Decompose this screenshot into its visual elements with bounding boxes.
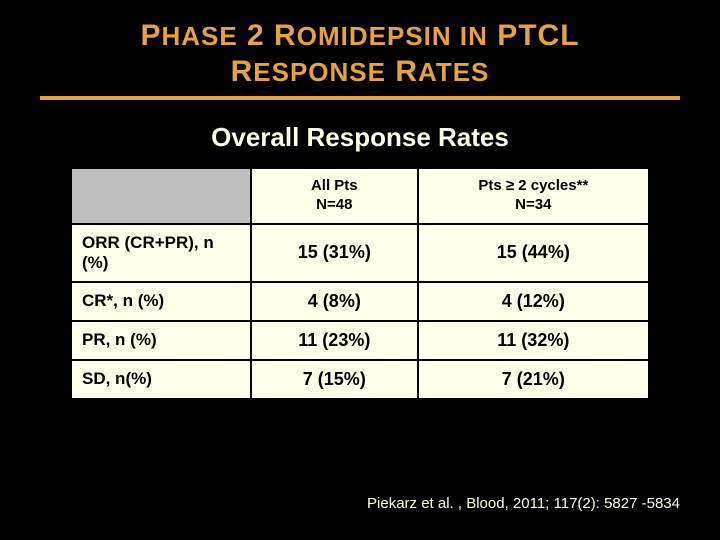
row-label: SD, n(%) — [71, 360, 251, 399]
col1-line1: All Pts — [311, 177, 358, 194]
row-label: CR*, n (%) — [71, 282, 251, 321]
header-corner — [71, 168, 251, 224]
col-header-2: Pts ≥ 2 cycles** N=34 — [418, 168, 649, 224]
cell: 11 (32%) — [418, 321, 649, 360]
slide: PHASE 2 ROMIDEPSIN IN PTCL RESPONSE RATE… — [0, 0, 720, 540]
title-block: PHASE 2 ROMIDEPSIN IN PTCL RESPONSE RATE… — [40, 18, 680, 100]
cell: 15 (31%) — [251, 224, 418, 282]
row-label: ORR (CR+PR), n (%) — [71, 224, 251, 282]
cell: 7 (15%) — [251, 360, 418, 399]
table-row: SD, n(%) 7 (15%) 7 (21%) — [71, 360, 649, 399]
table-title: Overall Response Rates — [40, 122, 680, 153]
title-line-2: RESPONSE RATES — [40, 54, 680, 90]
col2-line2: N=34 — [515, 196, 551, 213]
cell: 4 (8%) — [251, 282, 418, 321]
table-row: CR*, n (%) 4 (8%) 4 (12%) — [71, 282, 649, 321]
table-header-row: All Pts N=48 Pts ≥ 2 cycles** N=34 — [71, 168, 649, 224]
col2-line1: Pts ≥ 2 cycles** — [478, 177, 588, 194]
response-table: All Pts N=48 Pts ≥ 2 cycles** N=34 ORR (… — [70, 167, 650, 400]
table-row: PR, n (%) 11 (23%) 11 (32%) — [71, 321, 649, 360]
col1-line2: N=48 — [316, 196, 352, 213]
cell: 4 (12%) — [418, 282, 649, 321]
cell: 15 (44%) — [418, 224, 649, 282]
cell: 11 (23%) — [251, 321, 418, 360]
cell: 7 (21%) — [418, 360, 649, 399]
row-label: PR, n (%) — [71, 321, 251, 360]
col-header-1: All Pts N=48 — [251, 168, 418, 224]
title-line-1: PHASE 2 ROMIDEPSIN IN PTCL — [40, 18, 680, 54]
table-row: ORR (CR+PR), n (%) 15 (31%) 15 (44%) — [71, 224, 649, 282]
citation: Piekarz et al. , Blood, 2011; 117(2): 58… — [367, 495, 680, 512]
